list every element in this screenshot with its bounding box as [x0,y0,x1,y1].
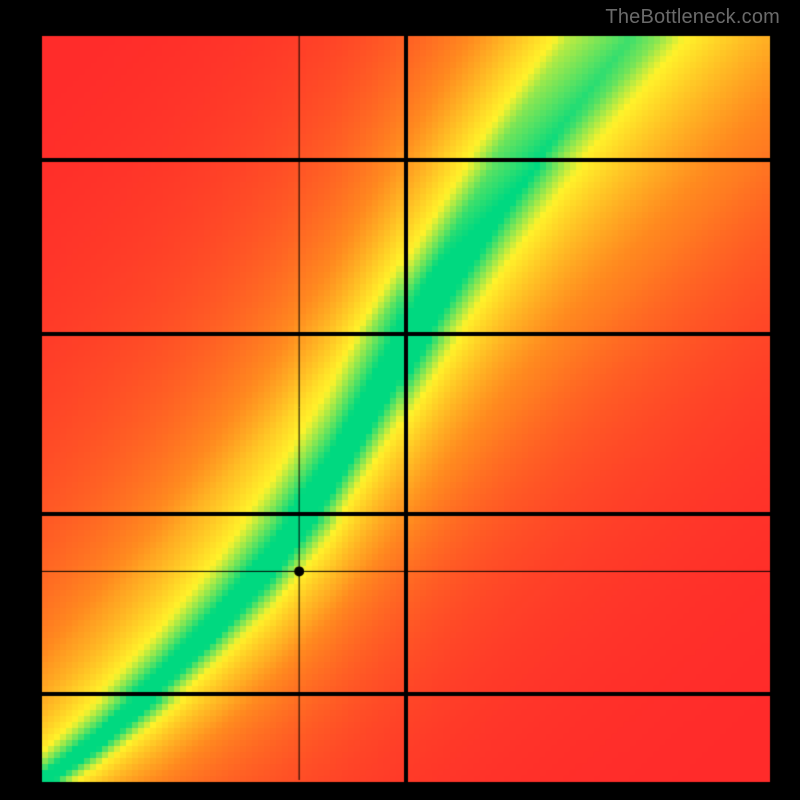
watermark-label: TheBottleneck.com [605,6,780,29]
bottleneck-heatmap [0,0,800,800]
